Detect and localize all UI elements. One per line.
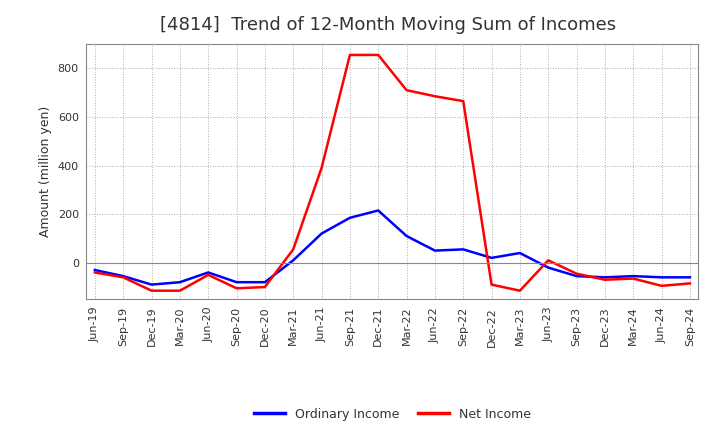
Ordinary Income bbox=[261, 279, 269, 285]
Net Income bbox=[657, 283, 666, 289]
Net Income bbox=[600, 277, 609, 282]
Net Income bbox=[487, 282, 496, 287]
Ordinary Income bbox=[176, 279, 184, 285]
Ordinary Income bbox=[657, 275, 666, 280]
Net Income bbox=[374, 52, 382, 58]
Ordinary Income bbox=[233, 279, 241, 285]
Ordinary Income bbox=[148, 282, 156, 287]
Ordinary Income bbox=[431, 248, 439, 253]
Ordinary Income bbox=[459, 247, 467, 252]
Text: [4814]  Trend of 12-Month Moving Sum of Incomes: [4814] Trend of 12-Month Moving Sum of I… bbox=[160, 16, 616, 34]
Ordinary Income bbox=[487, 255, 496, 260]
Ordinary Income bbox=[289, 258, 297, 263]
Net Income bbox=[629, 276, 637, 281]
Ordinary Income bbox=[346, 215, 354, 220]
Ordinary Income bbox=[374, 208, 382, 213]
Y-axis label: Amount (million yen): Amount (million yen) bbox=[39, 106, 52, 237]
Net Income bbox=[318, 165, 326, 171]
Net Income bbox=[346, 52, 354, 58]
Net Income bbox=[572, 271, 581, 276]
Ordinary Income bbox=[516, 250, 524, 256]
Ordinary Income bbox=[402, 233, 411, 238]
Net Income bbox=[459, 99, 467, 104]
Legend: Ordinary Income, Net Income: Ordinary Income, Net Income bbox=[248, 403, 536, 425]
Net Income bbox=[204, 272, 212, 278]
Line: Ordinary Income: Ordinary Income bbox=[95, 210, 690, 285]
Net Income bbox=[402, 88, 411, 93]
Net Income bbox=[431, 94, 439, 99]
Ordinary Income bbox=[600, 275, 609, 280]
Net Income bbox=[119, 275, 127, 280]
Ordinary Income bbox=[318, 231, 326, 236]
Net Income bbox=[176, 288, 184, 293]
Ordinary Income bbox=[544, 265, 552, 270]
Ordinary Income bbox=[204, 270, 212, 275]
Net Income bbox=[544, 258, 552, 263]
Ordinary Income bbox=[91, 268, 99, 273]
Net Income bbox=[685, 281, 694, 286]
Ordinary Income bbox=[629, 274, 637, 279]
Ordinary Income bbox=[685, 275, 694, 280]
Ordinary Income bbox=[119, 274, 127, 279]
Net Income bbox=[516, 288, 524, 293]
Ordinary Income bbox=[572, 274, 581, 279]
Net Income bbox=[148, 288, 156, 293]
Net Income bbox=[261, 284, 269, 290]
Net Income bbox=[91, 270, 99, 275]
Line: Net Income: Net Income bbox=[95, 55, 690, 291]
Net Income bbox=[233, 286, 241, 291]
Net Income bbox=[289, 247, 297, 252]
